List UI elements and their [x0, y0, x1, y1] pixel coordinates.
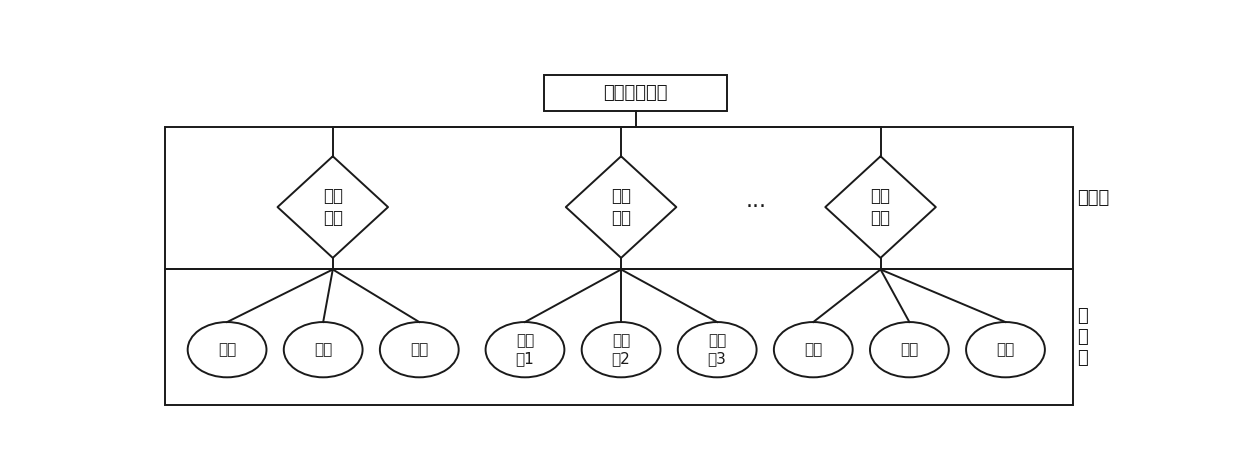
Ellipse shape: [187, 322, 267, 377]
Ellipse shape: [678, 322, 756, 377]
Text: 仪器
数据: 仪器 数据: [870, 187, 890, 227]
Text: 电流: 电流: [314, 342, 332, 357]
Text: 厂家: 厂家: [805, 342, 822, 357]
Text: 系数: 系数: [997, 342, 1014, 357]
Text: 维度层: 维度层: [1078, 189, 1110, 207]
Bar: [165, 269, 1073, 405]
Text: 数
据
层: 数 据 层: [1078, 307, 1089, 367]
Ellipse shape: [966, 322, 1045, 377]
Text: 特征
量2: 特征 量2: [611, 333, 630, 366]
Text: 特征
量1: 特征 量1: [516, 333, 534, 366]
Text: 电压: 电压: [218, 342, 236, 357]
Text: 负荷: 负荷: [410, 342, 428, 357]
Ellipse shape: [284, 322, 362, 377]
Bar: [165, 127, 1073, 269]
Text: 特征
量3: 特征 量3: [708, 333, 727, 366]
Text: 设备
运行: 设备 运行: [322, 187, 342, 227]
Text: 状态监测数据: 状态监测数据: [603, 84, 668, 102]
Ellipse shape: [379, 322, 459, 377]
Text: ···: ···: [745, 197, 766, 217]
Bar: [544, 75, 727, 111]
Ellipse shape: [774, 322, 853, 377]
Ellipse shape: [582, 322, 661, 377]
Ellipse shape: [486, 322, 564, 377]
Ellipse shape: [870, 322, 949, 377]
Text: 检测
数据: 检测 数据: [611, 187, 631, 227]
Text: 年限: 年限: [900, 342, 919, 357]
